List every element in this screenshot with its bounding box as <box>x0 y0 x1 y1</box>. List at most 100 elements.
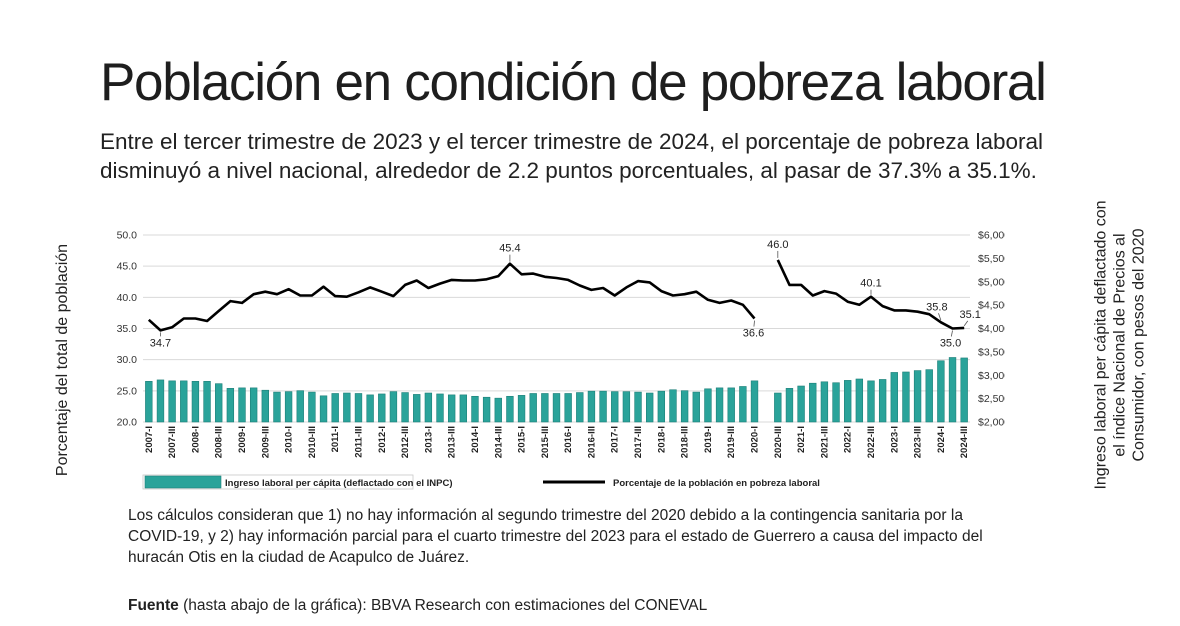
bar <box>680 390 689 423</box>
bar <box>215 383 223 423</box>
annotation-label: 35.1 <box>959 309 980 321</box>
annotation-leader <box>938 313 942 321</box>
x-tick-label: 2017-I <box>610 426 621 453</box>
bar <box>413 394 421 423</box>
annotation-leader <box>963 320 969 327</box>
bar <box>389 391 398 423</box>
bar <box>832 382 840 423</box>
x-tick-label: 2020-III <box>773 426 784 458</box>
x-tick-label: 2014-I <box>470 426 481 453</box>
bar <box>774 392 782 423</box>
page-title: Población en condición de pobreza labora… <box>100 53 1047 112</box>
bar <box>739 386 747 423</box>
annotation-label: 35.0 <box>940 338 961 350</box>
x-tick-label: 2008-I <box>190 426 201 453</box>
bar <box>576 392 584 423</box>
bar <box>494 397 502 423</box>
y-tick-label-right: $5,500.00 <box>978 253 1005 265</box>
bar <box>902 371 910 423</box>
bar <box>261 389 269 423</box>
bar <box>564 393 572 423</box>
bar <box>401 392 409 423</box>
bar <box>203 381 211 423</box>
bar <box>692 391 700 423</box>
bar <box>704 388 712 423</box>
bar <box>878 379 887 423</box>
x-tick-label: 2011-I <box>330 426 341 452</box>
line-series <box>147 259 965 332</box>
x-tick-label: 2021-I <box>796 426 807 453</box>
y-axis-left-ticks: 20.0 25.0 30.0 35.0 40.0 45.0 50.0 <box>117 230 138 429</box>
bar <box>447 394 456 423</box>
bar <box>145 381 153 423</box>
bar <box>459 394 467 423</box>
x-tick-label: 2010-III <box>307 426 318 458</box>
x-axis-ticks: 2007-I 2007-III 2008-I 2008-III 2009-I 2009-I… <box>144 426 970 458</box>
y-tick-label-right: $4,500.00 <box>978 300 1005 312</box>
bar <box>611 391 619 423</box>
x-tick-label: 2011-III <box>353 426 364 458</box>
bar <box>331 393 339 423</box>
bar <box>925 369 933 423</box>
x-tick-label: 2007-III <box>167 426 178 458</box>
y-tick-label-right: $5,000.00 <box>978 276 1005 288</box>
bar <box>820 381 829 423</box>
bar <box>226 388 235 423</box>
x-tick-label: 2009-III <box>260 426 271 458</box>
bar <box>436 393 444 423</box>
x-tick-label: 2018-I <box>656 426 667 453</box>
x-tick-label: 2021-III <box>819 426 830 458</box>
x-tick-label: 2022-I <box>843 426 854 453</box>
y-axis-right-ticks: $2,000.00 $2,500.00 $3,000.00 $3,500.00 $4,0… <box>978 230 1005 429</box>
y-tick-label-left: 45.0 <box>117 261 138 273</box>
x-tick-label: 2023-III <box>913 426 924 458</box>
x-tick-label: 2016-I <box>563 426 574 453</box>
bar <box>424 392 433 423</box>
bar <box>471 395 479 423</box>
chart-legend: Ingreso laboral per cápita (deflactado c… <box>142 474 820 490</box>
bar <box>366 394 374 423</box>
bar <box>273 391 281 423</box>
y-tick-label-right: $3,500.00 <box>978 346 1005 358</box>
bar <box>785 388 794 423</box>
gridlines <box>143 234 970 423</box>
bar <box>797 385 805 423</box>
bar <box>948 357 957 423</box>
bar <box>855 378 864 423</box>
x-tick-label: 2013-III <box>447 426 458 458</box>
bar <box>552 393 561 423</box>
x-tick-label: 2024-I <box>936 426 947 453</box>
y-axis-label-right: Ingreso laboral per cápita deflactado co… <box>1092 200 1148 490</box>
bar <box>750 380 759 423</box>
bar <box>249 387 258 423</box>
bar <box>168 380 176 423</box>
bar-series <box>145 357 968 423</box>
bar <box>354 393 363 423</box>
subtitle: Entre el tercer trimestre de 2023 y el t… <box>100 129 1043 183</box>
y-tick-label-left: 50.0 <box>117 230 138 242</box>
x-tick-label: 2016-III <box>586 426 597 458</box>
annotation-label: 34.7 <box>150 337 171 349</box>
annotation-label: 35.8 <box>926 301 947 313</box>
legend-label-line: Porcentaje de la población en pobreza la… <box>613 478 820 489</box>
annotation-label: 36.6 <box>743 328 764 340</box>
bar <box>809 382 817 423</box>
bar <box>517 395 526 423</box>
bar <box>191 381 200 423</box>
combo-chart: 20.025.030.035.040.045.050.0 $2,000.00$2… <box>117 230 1005 490</box>
legend-swatch-bar <box>144 475 222 489</box>
bar <box>296 390 304 423</box>
x-tick-label: 2017-III <box>633 426 644 458</box>
legend-label-bar: Ingreso laboral per cápita (deflactado c… <box>225 478 453 489</box>
y-axis-label-left: Porcentaje del total de población <box>54 243 71 477</box>
annotation-leader <box>753 320 755 327</box>
y-tick-label-left: 40.0 <box>117 292 138 304</box>
bar <box>343 392 351 423</box>
bar <box>308 391 316 423</box>
bar <box>937 360 945 423</box>
bar <box>646 392 654 423</box>
x-tick-label: 2010-I <box>284 426 295 453</box>
bar <box>960 357 968 423</box>
annotation-label: 46.0 <box>767 239 788 251</box>
bar <box>913 370 922 423</box>
